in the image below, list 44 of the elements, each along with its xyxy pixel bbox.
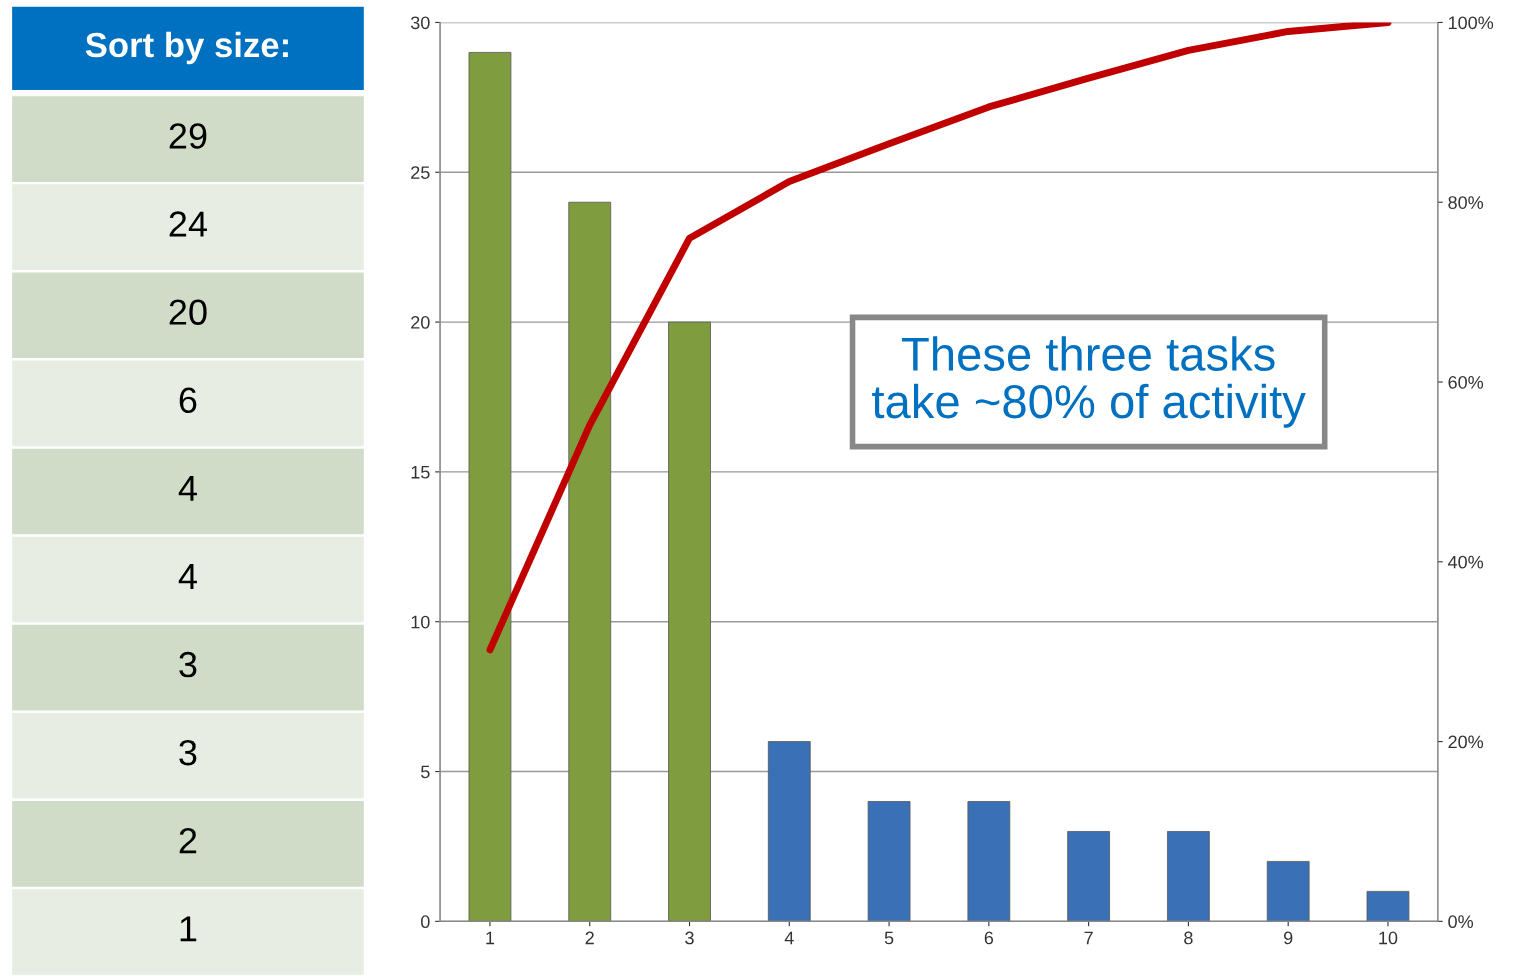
text: 3 (179, 651, 197, 678)
y-tick-label: 10 (411, 615, 430, 629)
bar (767, 741, 811, 922)
text: 3 (179, 739, 197, 766)
x-tick-label: 3 (685, 931, 694, 945)
x-tick-label: 10 (1379, 931, 1398, 945)
x-tick-label: 5 (884, 931, 894, 945)
x-tick-label: 7 (1084, 931, 1093, 945)
y2-tick-label: 40% (1447, 555, 1484, 569)
text: Sort by size: (85, 31, 288, 65)
x-tick-label: 4 (784, 931, 794, 945)
x-tick-label: 2 (585, 931, 594, 945)
y-tick-label: 0 (421, 915, 430, 929)
bar (1366, 890, 1410, 922)
bar (568, 201, 612, 922)
bar (1266, 861, 1310, 922)
y-tick-label: 25 (411, 166, 430, 179)
annotation: These three tasks take ~80% of activity (872, 336, 1306, 428)
y-tick-label: 5 (421, 765, 430, 779)
y-tick-label: 20 (411, 316, 430, 329)
text: 2 (179, 827, 197, 854)
y2-tick-label: 0% (1448, 915, 1474, 929)
text: 24 (169, 211, 207, 237)
x-tick-label: 9 (1284, 931, 1293, 945)
y-tick-label: 15 (411, 466, 430, 479)
bar (1067, 831, 1110, 922)
y2-tick-label: 100% (1448, 16, 1494, 30)
y2-tick-label: 20% (1448, 735, 1484, 749)
y-tick-label: 30 (410, 16, 430, 30)
y2-tick-label: 60% (1448, 375, 1484, 389)
bar (1167, 831, 1210, 922)
text: 20 (169, 299, 207, 325)
bar (668, 321, 711, 922)
x-tick-label: 8 (1184, 931, 1193, 945)
text: 4 (178, 564, 197, 589)
bar (967, 801, 1011, 922)
x-tick-label: 1 (486, 931, 495, 945)
text: 6 (179, 387, 197, 414)
x-tick-label: 6 (984, 931, 994, 945)
bar (468, 51, 512, 922)
y2-tick-label: 80% (1448, 196, 1484, 209)
bar (867, 801, 911, 922)
text: 29 (169, 123, 207, 149)
text: 4 (178, 475, 197, 501)
